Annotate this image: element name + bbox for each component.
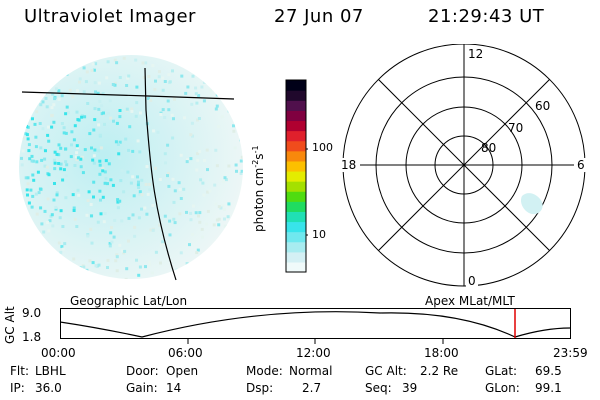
colorbar-unit-label: photon cm-2s-1 — [251, 145, 266, 232]
mlt-label-6: 6 — [577, 158, 585, 172]
altitude-ytick-bottom: 1.8 — [22, 330, 42, 344]
altitude-plot — [60, 308, 571, 344]
altitude-curve — [60, 311, 571, 338]
mlat-label-60: 60 — [535, 99, 550, 113]
geographic-title: Geographic Lat/Lon — [70, 294, 188, 308]
colorbar-segment — [286, 221, 306, 233]
glon-value: 99.1 — [535, 381, 562, 395]
mlat-label-70: 70 — [508, 121, 523, 135]
flt-label: Flt: — [10, 364, 29, 378]
mode-label: Mode: — [246, 364, 283, 378]
apex-title: Apex MLat/MLT — [425, 294, 515, 308]
altitude-xtick-1: 06:00 — [168, 346, 203, 360]
time-label: 21:29:43 UT — [428, 6, 545, 27]
instrument-title: Ultraviolet Imager — [24, 6, 196, 27]
aurora-patch — [520, 193, 543, 215]
colorbar-segment — [286, 160, 306, 172]
colorbar-segment — [286, 110, 306, 122]
colorbar-segment — [286, 140, 306, 152]
flt-value: LBHL — [35, 364, 66, 378]
mlt-label-0: 0 — [468, 274, 476, 288]
colorbar-tick-10: 10 — [312, 228, 326, 241]
colorbar-segment — [286, 150, 306, 162]
gain-value: 14 — [166, 381, 182, 395]
colorbar-segment — [286, 251, 306, 263]
colorbar-segment — [286, 120, 306, 132]
altitude-ylabel: GC Alt — [3, 306, 17, 344]
altitude-frame — [60, 308, 571, 339]
ip-label: IP: — [10, 381, 25, 395]
colorbar — [285, 79, 308, 273]
dsp-label: Dsp: — [246, 381, 274, 395]
ip-value: 36.0 — [35, 381, 62, 395]
polar-plot: 12 18 6 0 60 70 80 — [338, 44, 588, 288]
colorbar-segment — [286, 80, 306, 91]
colorbar-segment — [286, 181, 306, 192]
door-label: Door: — [126, 364, 159, 378]
dsp-value: 2.7 — [302, 381, 322, 395]
colorbar-segment — [286, 170, 306, 182]
altitude-xtick-4: 23:59 — [553, 346, 588, 360]
earth-disk — [19, 55, 243, 279]
colorbar-segment — [286, 201, 306, 212]
altitude-xtick-2: 12:00 — [296, 346, 331, 360]
glat-value: 69.5 — [535, 364, 562, 378]
gc-alt-value: 2.2 Re — [420, 364, 459, 378]
diagonal-2 — [378, 79, 550, 251]
seq-label: Seq: — [365, 381, 392, 395]
altitude-xtick-3: 18:00 — [424, 346, 459, 360]
glat-label: GLat: — [485, 364, 518, 378]
mlt-label-12: 12 — [468, 47, 483, 61]
mode-value: Normal — [289, 364, 333, 378]
seq-value: 39 — [402, 381, 418, 395]
door-value: Open — [166, 364, 199, 378]
colorbar-segment — [286, 211, 306, 223]
colorbar-segment — [286, 90, 306, 101]
latitude-line — [21, 91, 235, 100]
geographic-image — [19, 55, 243, 281]
colorbar-segment — [286, 130, 306, 142]
glon-label: GLon: — [485, 381, 520, 395]
colorbar-segment — [286, 100, 306, 111]
date-label: 27 Jun 07 — [274, 6, 364, 27]
colorbar-segment — [286, 241, 306, 253]
altitude-xtick-0: 00:00 — [41, 346, 76, 360]
mlat-label-80: 80 — [481, 141, 496, 155]
colorbar-segment — [286, 191, 306, 202]
altitude-ytick-top: 9.0 — [22, 306, 42, 320]
gain-label: Gain: — [126, 381, 158, 395]
colorbar-tick-100: 100 — [312, 141, 333, 154]
longitude-line — [144, 67, 177, 281]
gc-alt-label: GC Alt: — [365, 364, 407, 378]
mlt-label-18: 18 — [341, 158, 356, 172]
colorbar-segment — [286, 261, 306, 273]
colorbar-segment — [286, 231, 306, 243]
